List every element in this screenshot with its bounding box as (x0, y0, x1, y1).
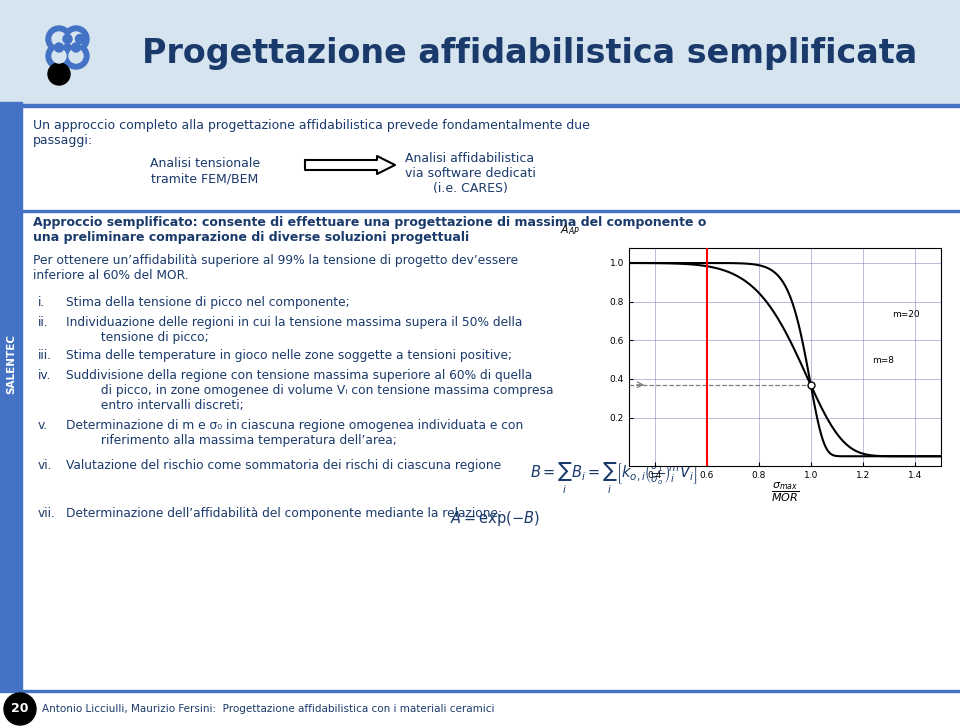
Text: Antonio Licciulli, Maurizio Fersini:  Progettazione affidabilistica con i materi: Antonio Licciulli, Maurizio Fersini: Pro… (42, 704, 494, 714)
Circle shape (69, 32, 83, 46)
Bar (0, 102, 22, 690)
Polygon shape (305, 156, 395, 174)
Text: v.: v. (38, 419, 48, 432)
Text: iii.: iii. (38, 349, 52, 362)
Text: m=20: m=20 (893, 310, 920, 320)
Circle shape (63, 26, 89, 52)
Bar (22, 104, 960, 107)
Text: Suddivisione della regione con tensione massima superiore al 60% di quella
     : Suddivisione della regione con tensione … (66, 369, 554, 412)
Text: Stima delle temperature in gioco nelle zone soggette a tensioni positive;: Stima delle temperature in gioco nelle z… (66, 349, 512, 362)
Circle shape (55, 43, 63, 52)
Bar (22, 210, 960, 212)
Circle shape (69, 49, 83, 63)
Circle shape (76, 34, 84, 44)
Circle shape (52, 32, 66, 46)
Text: m=8: m=8 (872, 356, 894, 365)
Text: Analisi tensionale
tramite FEM/BEM: Analisi tensionale tramite FEM/BEM (150, 157, 260, 185)
Text: Valutazione del rischio come sommatoria dei rischi di ciascuna regione: Valutazione del rischio come sommatoria … (66, 459, 501, 472)
Text: 20: 20 (12, 703, 29, 716)
Text: Individuazione delle regioni in cui la tensione massima supera il 50% della
    : Individuazione delle regioni in cui la t… (66, 316, 522, 344)
Text: $A = \exp(-B)$: $A = \exp(-B)$ (450, 509, 540, 528)
Text: vii.: vii. (38, 507, 56, 520)
Text: Un approccio completo alla progettazione affidabilistica prevede fondamentalment: Un approccio completo alla progettazione… (33, 119, 589, 147)
Text: Determinazione dell’affidabilità del componente mediante la relazione:: Determinazione dell’affidabilità del com… (66, 507, 502, 520)
Circle shape (4, 693, 36, 725)
Circle shape (63, 43, 89, 69)
Text: iv.: iv. (38, 369, 52, 382)
Bar (0, 690, 960, 692)
Text: i.: i. (38, 296, 45, 309)
Text: Approccio semplificato: consente di effettuare una progettazione di massima del : Approccio semplificato: consente di effe… (33, 216, 707, 244)
Circle shape (71, 43, 81, 52)
Text: Progettazione affidabilistica semplificata: Progettazione affidabilistica semplifica… (142, 36, 918, 69)
Text: ii.: ii. (38, 316, 49, 329)
Text: SALENTEC: SALENTEC (6, 334, 16, 394)
Text: $B = \sum_i B_i = \sum_i \left[ k_{o,i} \left(\frac{\sigma_1}{\sigma_o}\right)_i: $B = \sum_i B_i = \sum_i \left[ k_{o,i} … (530, 461, 698, 496)
Text: Stima della tensione di picco nel componente;: Stima della tensione di picco nel compon… (66, 296, 349, 309)
Text: Per ottenere un’affidabilità superiore al 99% la tensione di progetto dev’essere: Per ottenere un’affidabilità superiore a… (33, 254, 518, 282)
Text: Determinazione di m e σ₀ in ciascuna regione omogenea individuata e con
        : Determinazione di m e σ₀ in ciascuna reg… (66, 419, 523, 447)
X-axis label: $\dfrac{\sigma_{max}}{MOR}$: $\dfrac{\sigma_{max}}{MOR}$ (771, 481, 799, 505)
Text: vi.: vi. (38, 459, 53, 472)
Circle shape (46, 43, 72, 69)
Circle shape (46, 26, 72, 52)
Circle shape (52, 49, 66, 63)
Text: Analisi affidabilistica
via software dedicati
(i.e. CARES): Analisi affidabilistica via software ded… (404, 152, 536, 195)
Circle shape (48, 63, 70, 85)
Text: $A_{AP}$: $A_{AP}$ (561, 223, 581, 237)
Bar (0, 0, 960, 105)
Circle shape (63, 34, 72, 44)
